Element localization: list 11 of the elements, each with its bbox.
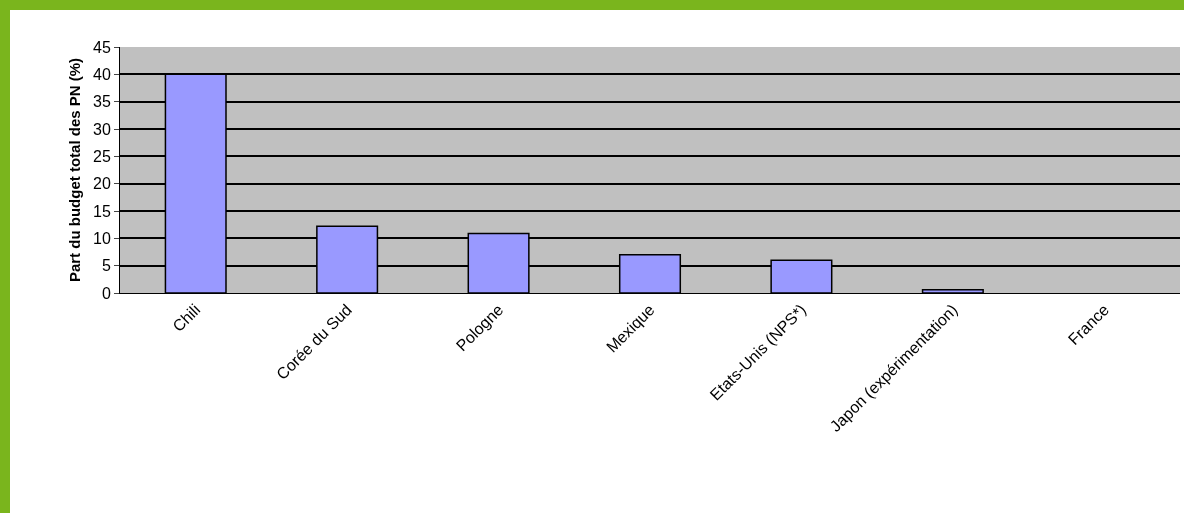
y-tick-label: 15 <box>93 202 111 220</box>
y-tick-label: 10 <box>93 229 111 247</box>
y-tick-label: 0 <box>101 284 111 302</box>
y-tick-label: 40 <box>93 65 111 83</box>
y-tick-label: 5 <box>101 257 111 275</box>
y-tick-label: 45 <box>93 38 111 56</box>
y-tick-label: 20 <box>93 175 111 193</box>
y-tick-label: 35 <box>93 93 111 111</box>
y-axis-title: Part du budget total des PN (%) <box>66 57 83 283</box>
y-tick-label: 30 <box>93 120 111 138</box>
y-tick-label: 25 <box>93 147 111 165</box>
